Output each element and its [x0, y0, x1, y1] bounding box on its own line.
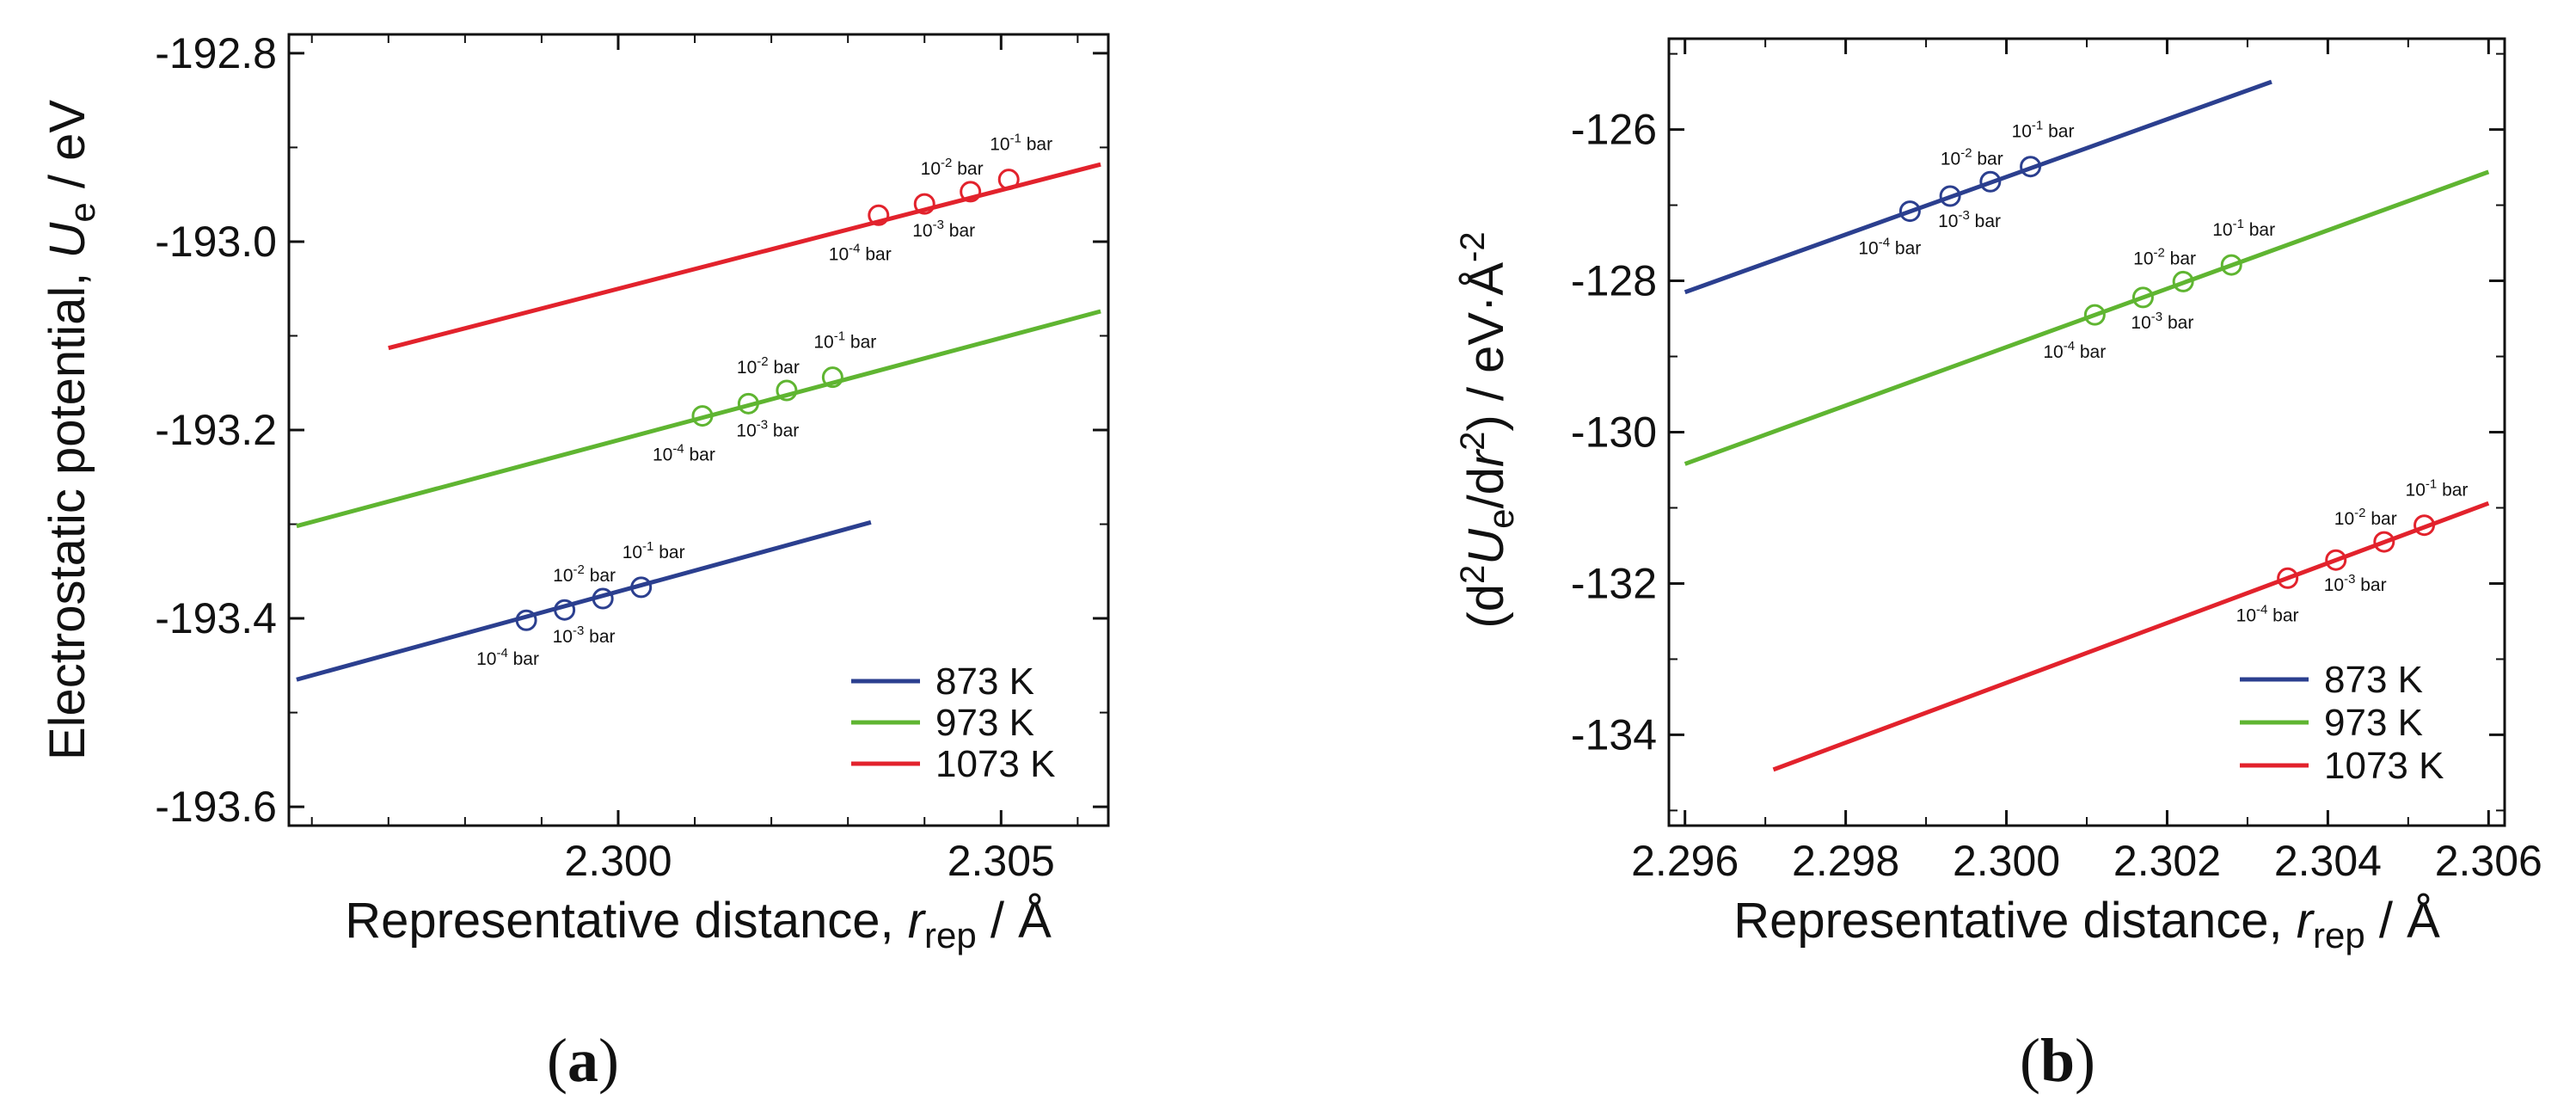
pressure-label: 10-2 bar: [1941, 145, 2003, 169]
legend-label: 873 K: [2324, 659, 2423, 701]
pressure-label: 10-4 bar: [1858, 236, 1921, 259]
legend-label: 973 K: [2324, 702, 2423, 744]
pressure-label: 10-4 bar: [2236, 602, 2299, 625]
y-tick-label: -126: [1571, 106, 1657, 154]
y-tick-label: -134: [1571, 710, 1657, 759]
y-tick-label: -192.8: [155, 29, 277, 77]
data-point-973-k: [2083, 304, 2106, 326]
x-axis-label: Representative distance, rrep / Å: [1733, 893, 2440, 955]
pressure-label: 10-3 bar: [912, 218, 975, 241]
series-line-873-k: [296, 519, 872, 682]
data-point-873-k: [592, 587, 614, 610]
pressure-label: 10-2 bar: [2334, 506, 2397, 529]
pressure-label: 10-3 bar: [553, 624, 616, 647]
y-tick-label: -193.6: [155, 783, 277, 831]
pressure-label: 10-2 bar: [553, 562, 616, 586]
x-tick-label: 2.298: [1792, 837, 1899, 885]
y-tick-label: -193.4: [155, 594, 277, 642]
pressure-label: 10-1 bar: [2406, 477, 2469, 501]
pressure-label: 10-1 bar: [623, 539, 685, 562]
y-tick-label: -130: [1571, 409, 1657, 457]
data-point-1073-k: [2413, 514, 2436, 537]
tick-labels: 2.300 2.305 -193.6 -193.4 -193.2 -193.0 -192.8…: [155, 29, 1055, 885]
pressure-label: 10-4 bar: [829, 241, 892, 264]
legend-label: 1073 K: [2324, 745, 2444, 787]
series-line-873-k: [1684, 79, 2272, 295]
pressure-label: 10-1 bar: [813, 329, 876, 353]
x-axis-label: Representative distance, rrep / Å: [345, 893, 1052, 955]
pressure-label: 10-3 bar: [736, 417, 799, 440]
y-tick-label: -193.2: [155, 406, 277, 454]
pressure-label: 10-3 bar: [1938, 208, 2001, 231]
pressure-label: 10-3 bar: [2324, 572, 2387, 595]
series-line-1073-k: [388, 162, 1101, 351]
data-point-973-k: [2131, 286, 2154, 309]
pressure-label: 10-4 bar: [653, 442, 715, 465]
x-tick-label: 2.306: [2435, 837, 2542, 885]
x-tick-label: 2.300: [564, 837, 672, 885]
pressure-label: 10-4 bar: [2043, 339, 2106, 362]
pressure-label: 10-1 bar: [2012, 119, 2075, 142]
y-axis-label: (d2Ue/dr2) / eV·Å-2: [1454, 231, 1521, 628]
pressure-label: 10-4 bar: [476, 646, 539, 669]
data-point-873-k: [1939, 185, 1961, 207]
data-point-1073-k: [2373, 531, 2395, 553]
legend-label: 873 K: [935, 660, 1034, 703]
x-tick-label: 2.304: [2274, 837, 2382, 885]
data-point-973-k: [737, 392, 759, 415]
data-point-873-k: [2020, 156, 2042, 178]
panel-a: 2.300 2.305 -193.6 -193.4 -193.2 -193.0 -192.8…: [40, 29, 1110, 1095]
tick-labels: 2.296 2.298 2.300 2.302 2.304 2.306 -134 -132 -1…: [1571, 106, 2542, 885]
y-axis-label: Electrostatic potential, Ue / eV: [40, 100, 102, 760]
legend-label: 973 K: [935, 702, 1034, 744]
data-point-873-k: [1898, 200, 1921, 223]
data-point-973-k: [821, 366, 843, 389]
data-point-873-k: [1979, 170, 2002, 193]
data-point-1073-k: [997, 169, 1020, 191]
series-line-1073-k: [1772, 501, 2490, 772]
pressure-label: 10-2 bar: [2133, 245, 2196, 268]
y-tick-label: -132: [1571, 559, 1657, 607]
pressure-label: 10-1 bar: [2212, 217, 2275, 240]
data-point-1073-k: [2325, 549, 2347, 571]
data-point-1073-k: [913, 193, 935, 215]
axis-ticks: [289, 34, 1108, 826]
pressure-label: 10-1 bar: [990, 132, 1052, 155]
pressure-label: 10-3 bar: [2131, 310, 2193, 333]
x-tick-label: 2.305: [948, 837, 1055, 885]
data-point-973-k: [2220, 254, 2242, 276]
panel-label: (a): [547, 1026, 619, 1095]
series-lines: [296, 162, 1101, 682]
x-tick-label: 2.296: [1631, 837, 1739, 885]
pressure-label: 10-2 bar: [921, 156, 984, 179]
data-point-1073-k: [868, 204, 890, 226]
data-point-973-k: [776, 379, 798, 402]
legend-label: 1073 K: [935, 743, 1055, 785]
pressure-label: 10-2 bar: [737, 354, 800, 378]
y-tick-label: -128: [1571, 257, 1657, 305]
data-point-973-k: [691, 405, 714, 427]
data-point-1073-k: [2277, 567, 2299, 589]
x-tick-label: 2.302: [2113, 837, 2221, 885]
series-line-973-k: [296, 309, 1101, 529]
panel-b: 2.296 2.298 2.300 2.302 2.304 2.306 -134 -132 -1…: [1454, 37, 2542, 1095]
data-point-1073-k: [960, 181, 982, 203]
data-markers: [1898, 156, 2436, 589]
y-tick-label: -193.0: [155, 218, 277, 266]
axis-ticks: [1669, 39, 2505, 826]
panel-label: (b): [2020, 1026, 2095, 1095]
data-point-873-k: [630, 576, 653, 599]
data-point-973-k: [2172, 270, 2194, 292]
data-point-873-k: [554, 599, 576, 621]
data-markers: [515, 169, 1020, 631]
data-point-873-k: [515, 609, 537, 631]
x-tick-label: 2.300: [1953, 837, 2060, 885]
